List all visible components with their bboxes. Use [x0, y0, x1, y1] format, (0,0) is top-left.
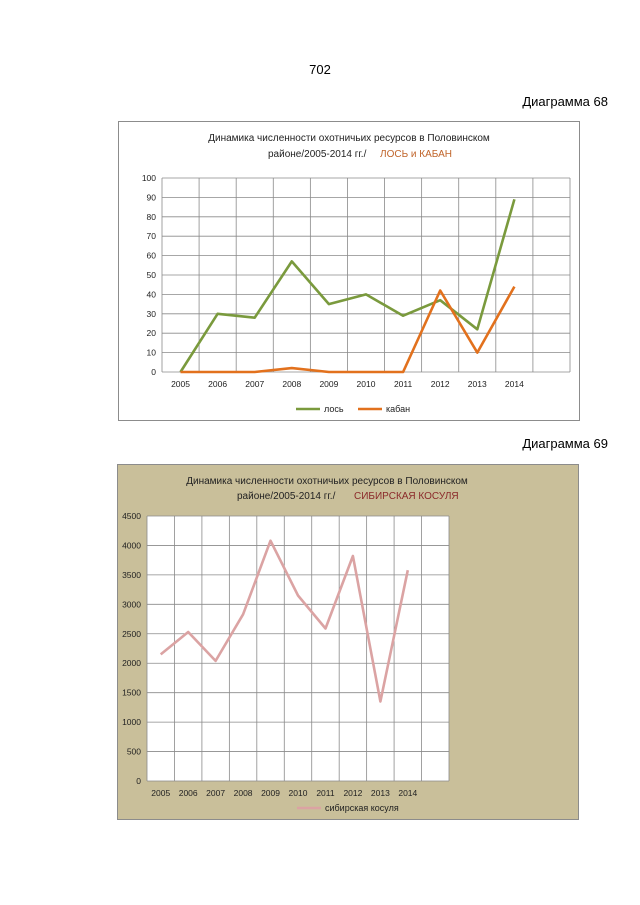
chart-title-line1: Динамика численности охотничьих ресурсов… — [186, 476, 468, 487]
x-tick-label: 2010 — [357, 379, 376, 389]
y-tick-label: 0 — [136, 776, 141, 786]
page-number: 702 — [309, 62, 331, 77]
y-tick-label: 70 — [147, 231, 157, 241]
legend-label: кабан — [386, 404, 410, 414]
series-line-2 — [180, 285, 516, 374]
x-tick-label: 2005 — [171, 379, 190, 389]
x-tick-label: 2012 — [343, 788, 362, 798]
y-tick-label: 0 — [151, 367, 156, 377]
legend-label: лось — [324, 404, 344, 414]
y-tick-label: 40 — [147, 289, 157, 299]
x-tick-label: 2014 — [505, 379, 524, 389]
chart-title-line1: Динамика численности охотничьих ресурсов… — [208, 133, 490, 144]
y-tick-label: 1500 — [122, 688, 141, 698]
x-tick-label: 2012 — [431, 379, 450, 389]
y-tick-label: 3500 — [122, 570, 141, 580]
elk-boar-chart: Динамика численности охотничьих ресурсов… — [118, 121, 580, 421]
y-tick-label: 2000 — [122, 658, 141, 668]
roe-deer-chart-svg: Динамика численности охотничьих ресурсов… — [117, 464, 579, 820]
y-tick-label: 50 — [147, 270, 157, 280]
chart-title-line2: районе/2005-2014 гг./ — [268, 149, 367, 160]
plot-area — [147, 516, 449, 781]
series-line-1 — [179, 198, 516, 373]
x-tick-label: 2011 — [316, 788, 335, 798]
y-tick-label: 20 — [147, 328, 157, 338]
chart-title-accent: СИБИРСКАЯ КОСУЛЯ — [354, 491, 459, 502]
y-tick-label: 100 — [142, 173, 156, 183]
x-tick-label: 2006 — [208, 379, 227, 389]
x-tick-label: 2005 — [151, 788, 170, 798]
y-tick-label: 80 — [147, 212, 157, 222]
y-tick-label: 90 — [147, 192, 157, 202]
x-tick-label: 2008 — [234, 788, 253, 798]
y-tick-label: 4000 — [122, 540, 141, 550]
legend-label: сибирская косуля — [325, 803, 399, 813]
x-tick-label: 2013 — [468, 379, 487, 389]
roe-deer-chart: Динамика численности охотничьих ресурсов… — [117, 464, 579, 820]
y-tick-label: 1000 — [122, 717, 141, 727]
x-tick-label: 2007 — [245, 379, 264, 389]
chart-frame — [118, 121, 580, 421]
y-tick-label: 60 — [147, 251, 157, 261]
chart-title-line2: районе/2005-2014 гг./ — [237, 491, 336, 502]
x-tick-label: 2007 — [206, 788, 225, 798]
x-tick-label: 2013 — [371, 788, 390, 798]
x-tick-label: 2014 — [398, 788, 417, 798]
chart-title-accent: ЛОСЬ и КАБАН — [380, 149, 452, 160]
diagram-68-label: Диаграмма 68 — [522, 94, 608, 109]
y-tick-label: 3000 — [122, 599, 141, 609]
x-tick-label: 2009 — [319, 379, 338, 389]
y-tick-label: 500 — [127, 747, 141, 757]
y-tick-label: 2500 — [122, 629, 141, 639]
diagram-69-label: Диаграмма 69 — [522, 436, 608, 451]
x-tick-label: 2006 — [179, 788, 198, 798]
series-line-1 — [159, 539, 410, 703]
elk-boar-chart-svg: Динамика численности охотничьих ресурсов… — [118, 121, 580, 421]
y-tick-label: 4500 — [122, 511, 141, 521]
y-tick-label: 30 — [147, 309, 157, 319]
x-tick-label: 2011 — [394, 379, 413, 389]
x-tick-label: 2008 — [282, 379, 301, 389]
x-tick-label: 2009 — [261, 788, 280, 798]
y-tick-label: 10 — [147, 348, 157, 358]
x-tick-label: 2010 — [289, 788, 308, 798]
